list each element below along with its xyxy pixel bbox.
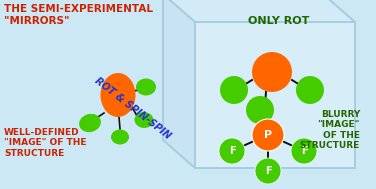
Text: ROT & SPIN-SPIN: ROT & SPIN-SPIN: [93, 75, 173, 141]
Circle shape: [246, 96, 274, 124]
Text: BLURRY
"IMAGE"
OF THE
STRUCTURE: BLURRY "IMAGE" OF THE STRUCTURE: [300, 110, 360, 150]
Circle shape: [252, 52, 292, 92]
Circle shape: [291, 138, 317, 164]
Ellipse shape: [100, 73, 135, 117]
Text: F: F: [265, 166, 271, 176]
Text: P: P: [264, 130, 272, 140]
Circle shape: [220, 76, 248, 104]
Text: WELL-DEFINED
"IMAGE" OF THE
STRUCTURE: WELL-DEFINED "IMAGE" OF THE STRUCTURE: [4, 128, 86, 158]
Text: ONLY ROT: ONLY ROT: [248, 16, 309, 26]
Circle shape: [219, 138, 245, 164]
Circle shape: [296, 76, 324, 104]
Polygon shape: [163, 0, 195, 168]
Ellipse shape: [136, 78, 156, 95]
Text: THE SEMI-EXPERIMENTAL
"MIRRORS": THE SEMI-EXPERIMENTAL "MIRRORS": [4, 4, 153, 26]
Bar: [195, 22, 355, 168]
Ellipse shape: [135, 112, 153, 128]
Text: F: F: [229, 146, 235, 156]
Text: F: F: [301, 146, 307, 156]
Circle shape: [252, 119, 284, 151]
Polygon shape: [163, 0, 355, 22]
Ellipse shape: [79, 114, 101, 132]
Circle shape: [255, 158, 281, 184]
Ellipse shape: [111, 129, 129, 145]
